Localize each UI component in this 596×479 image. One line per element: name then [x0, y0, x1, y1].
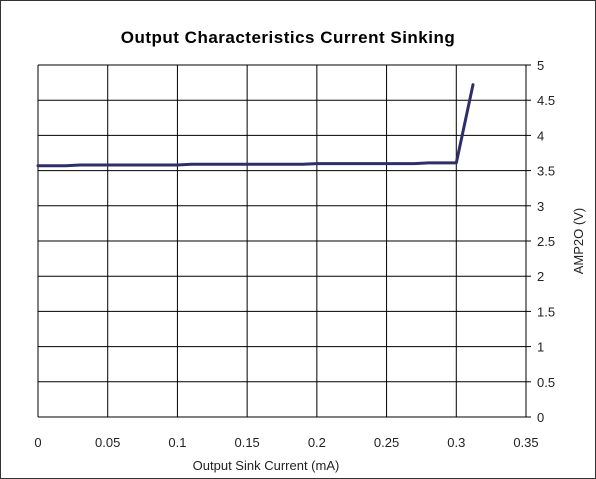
x-tick-labels: 0 0.05 0.1 0.15 0.2 0.25 0.3 0.35 — [34, 435, 538, 450]
y-tick-labels: 0 0.5 1 1.5 2 2.5 3 3.5 4 4.5 5 — [537, 58, 555, 425]
y-tick-label: 1.5 — [537, 304, 555, 319]
y-tick-label: 3 — [537, 199, 544, 214]
y-tick-label: 0 — [537, 410, 544, 425]
x-axis-label: Output Sink Current (mA) — [193, 458, 340, 473]
x-tick-label: 0.1 — [168, 435, 186, 450]
y-tick-label: 5 — [537, 58, 544, 73]
y-tick-label: 1 — [537, 340, 544, 355]
y-tick-label: 4 — [537, 128, 544, 143]
grid — [37, 64, 531, 418]
y-tick-label: 0.5 — [537, 375, 555, 390]
x-tick-label: 0.35 — [513, 435, 538, 450]
x-tick-label: 0 — [34, 435, 41, 450]
x-tick-label: 0.2 — [308, 435, 326, 450]
y-axis-label: AMP2O (V) — [571, 208, 586, 274]
plot-series — [36, 83, 475, 168]
x-tick-label: 0.25 — [374, 435, 399, 450]
x-tick-label: 0.05 — [95, 435, 120, 450]
series-line — [36, 83, 475, 168]
x-tick-label: 0.3 — [447, 435, 465, 450]
y-tick-label: 4.5 — [537, 93, 555, 108]
y-tick-label: 2 — [537, 269, 544, 284]
y-tick-label: 2.5 — [537, 234, 555, 249]
y-tick-label: 3.5 — [537, 164, 555, 179]
chart-title: Output Characteristics Current Sinking — [121, 28, 456, 47]
x-tick-label: 0.15 — [234, 435, 259, 450]
